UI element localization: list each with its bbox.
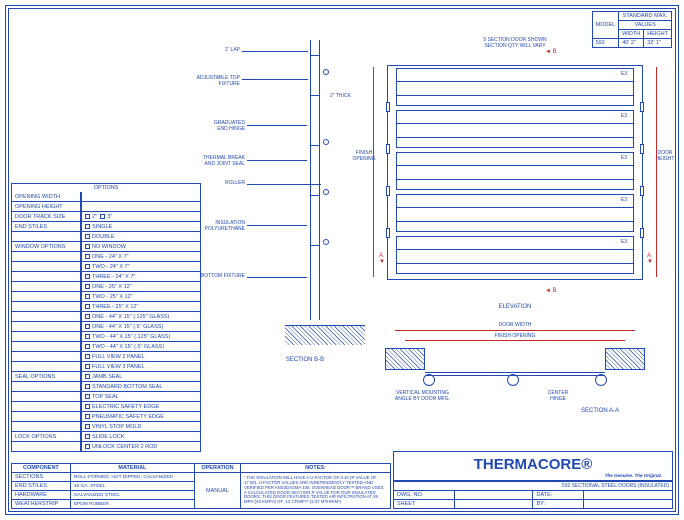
section-bb-drawing: 1" LAP ADJUSTABLE TOP FIXTURE 2" THICK G… xyxy=(215,35,355,345)
lbl-center-hinge: CENTER HINGE xyxy=(533,390,583,402)
arrow-a-left: A▼ xyxy=(379,253,385,265)
lbl-btm-fix: BOTTOM FIXTURE xyxy=(170,273,245,279)
elev-note: 5 SECTION DOOR SHOWN SECTION QTY WILL VA… xyxy=(385,37,645,49)
component-table: COMPONENTMATERIALOPERATIONNOTES: SECTION… xyxy=(11,463,391,509)
options-title: OPTIONS xyxy=(11,183,201,192)
lbl-adj-top: ADJUSTABLE TOP FIXTURE xyxy=(160,75,240,87)
model-header: MODEL xyxy=(592,12,619,39)
section-aa-title: SECTION A-A xyxy=(565,408,635,414)
elevation-title: ELEVATION xyxy=(385,304,645,310)
elevation-drawing: 5 SECTION DOOR SHOWN SECTION QTY WILL VA… xyxy=(385,55,645,290)
door-panel: E3 xyxy=(396,68,634,106)
dim-door-height: DOOR HEIGHT xyxy=(649,150,681,162)
tb-subtitle: 592 SECTIONAL STEEL DOORS (INSULATED) xyxy=(394,482,673,491)
section-aa-drawing: DOOR WIDTH FINISH OPENING VERTICAL MOUNT… xyxy=(385,330,645,410)
arrow-b-top: ◄ B xyxy=(545,49,557,55)
door-panel: E3 xyxy=(396,152,634,190)
lbl-thick: 2" THICK xyxy=(330,93,370,99)
door-panel: E3 xyxy=(396,194,634,232)
door-panel: E3 xyxy=(396,236,634,274)
dim-door-width: DOOR WIDTH xyxy=(385,322,645,328)
arrow-b-bot: ◄ B xyxy=(545,288,557,294)
door-frame: E3 E3 E3 E3 E3 xyxy=(387,65,643,280)
dim-finish-opening-h: FINISH OPENING xyxy=(385,333,645,339)
lbl-roller: ROLLER xyxy=(195,180,245,186)
lbl-lap: 1" LAP xyxy=(185,47,240,53)
title-block: THERMACORE® The Genuine. The Original. 5… xyxy=(393,451,673,509)
lbl-insul: INSULATION POLYURETHANE xyxy=(165,220,245,232)
lbl-vert-mount: VERTICAL MOUNTING ANGLE BY DOOR MFG. xyxy=(375,390,470,402)
door-panel: E3 xyxy=(396,110,634,148)
dim-finish-opening-v: FINISH OPENING xyxy=(349,150,379,162)
lbl-grad-hinge: GRADUATED END HINGE xyxy=(165,120,245,132)
brand-logo: THERMACORE® The Genuine. The Original. xyxy=(393,451,673,481)
arrow-a-right: A▼ xyxy=(647,253,653,265)
lbl-thermal: THERMAL BREAK AND JOINT SEAL xyxy=(155,155,245,167)
section-bb-title: SECTION B-B xyxy=(265,357,345,363)
